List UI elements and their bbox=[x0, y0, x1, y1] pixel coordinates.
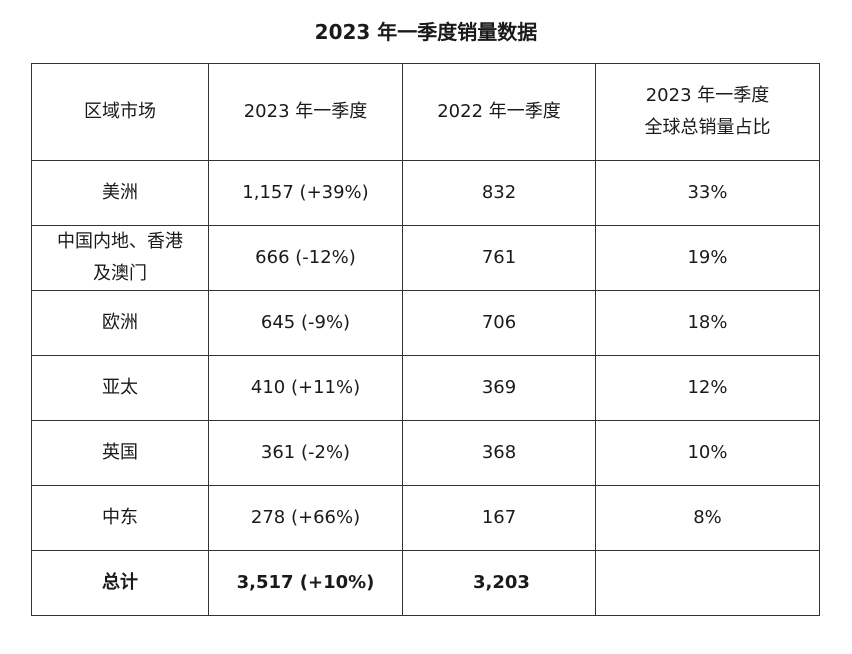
cell-share: 8% bbox=[595, 485, 820, 551]
cell-region: 中东 bbox=[31, 485, 209, 551]
table-row: 美洲 1,157 (+39%) 832 33% bbox=[31, 160, 820, 226]
cell-region-line2: 及澳门 bbox=[93, 263, 147, 284]
cell-q1-2023: 361 (-2%) bbox=[208, 420, 403, 486]
table-row: 中国内地、香港 及澳门 666 (-12%) 761 19% bbox=[31, 225, 820, 291]
cell-q1-2022: 368 bbox=[402, 420, 596, 486]
sales-table: 区域市场 2023 年一季度 2022 年一季度 2023 年一季度 全球总销量… bbox=[31, 63, 820, 616]
header-share: 2023 年一季度 全球总销量占比 bbox=[595, 63, 820, 161]
cell-q1-2023: 278 (+66%) bbox=[208, 485, 403, 551]
cell-q1-2022: 706 bbox=[402, 290, 596, 356]
cell-region: 欧洲 bbox=[31, 290, 209, 356]
header-share-line2: 全球总销量占比 bbox=[644, 117, 771, 138]
cell-q1-2023: 645 (-9%) bbox=[208, 290, 403, 356]
cell-q1-2022: 167 bbox=[402, 485, 596, 551]
total-label: 总计 bbox=[31, 550, 209, 616]
total-q1-2023: 3,517 (+10%) bbox=[208, 550, 403, 616]
cell-share: 33% bbox=[595, 160, 820, 226]
total-q1-2022: 3,203 bbox=[402, 550, 596, 616]
cell-q1-2023: 410 (+11%) bbox=[208, 355, 403, 421]
header-region: 区域市场 bbox=[31, 63, 209, 161]
cell-share: 10% bbox=[595, 420, 820, 486]
cell-share: 19% bbox=[595, 225, 820, 291]
cell-q1-2023: 666 (-12%) bbox=[208, 225, 403, 291]
table-row: 中东 278 (+66%) 167 8% bbox=[31, 485, 820, 551]
cell-share: 12% bbox=[595, 355, 820, 421]
cell-q1-2022: 369 bbox=[402, 355, 596, 421]
cell-q1-2023: 1,157 (+39%) bbox=[208, 160, 403, 226]
header-share-line1: 2023 年一季度 bbox=[645, 85, 770, 106]
total-share bbox=[595, 550, 820, 616]
table-title: 2023 年一季度销量数据 bbox=[314, 20, 538, 44]
cell-region: 美洲 bbox=[31, 160, 209, 226]
cell-region: 中国内地、香港 及澳门 bbox=[31, 225, 209, 291]
table-row: 英国 361 (-2%) 368 10% bbox=[31, 420, 820, 486]
cell-region: 亚太 bbox=[31, 355, 209, 421]
cell-region: 英国 bbox=[31, 420, 209, 486]
header-q1-2022: 2022 年一季度 bbox=[402, 63, 596, 161]
header-row: 区域市场 2023 年一季度 2022 年一季度 2023 年一季度 全球总销量… bbox=[31, 63, 820, 161]
cell-region-line1: 中国内地、香港 bbox=[57, 231, 183, 252]
table-row: 亚太 410 (+11%) 369 12% bbox=[31, 355, 820, 421]
total-row: 总计 3,517 (+10%) 3,203 bbox=[31, 550, 820, 616]
cell-q1-2022: 832 bbox=[402, 160, 596, 226]
table-row: 欧洲 645 (-9%) 706 18% bbox=[31, 290, 820, 356]
cell-share: 18% bbox=[595, 290, 820, 356]
header-q1-2023: 2023 年一季度 bbox=[208, 63, 403, 161]
cell-q1-2022: 761 bbox=[402, 225, 596, 291]
